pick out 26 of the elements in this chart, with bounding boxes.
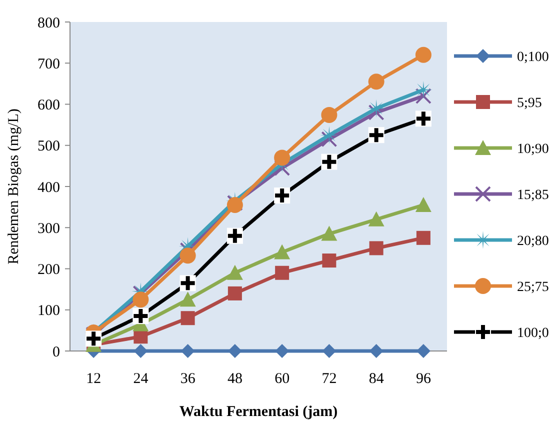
y-tick-label: 500 bbox=[38, 138, 60, 155]
legend-label: 15;85 bbox=[517, 188, 549, 203]
legend-label: 0;100 bbox=[517, 50, 549, 65]
legend-label: 25;75 bbox=[517, 280, 549, 295]
x-tick-label: 84 bbox=[368, 371, 384, 387]
x-tick-label: 48 bbox=[227, 371, 242, 387]
x-tick-label: 12 bbox=[86, 371, 102, 387]
legend-label: 20;80 bbox=[517, 234, 549, 249]
y-tick-label: 300 bbox=[38, 220, 60, 237]
y-tick-label: 700 bbox=[38, 56, 60, 72]
x-tick-label: 96 bbox=[416, 371, 432, 387]
legend-label: 100;0 bbox=[517, 326, 549, 341]
y-axis-title: Rendemen Biogas (mg/L) bbox=[6, 108, 22, 264]
y-tick-label: 200 bbox=[38, 262, 60, 278]
y-tick-label: 400 bbox=[38, 180, 60, 196]
x-axis-title: Waktu Fermentasi (jam) bbox=[179, 404, 338, 420]
y-tick-label: 800 bbox=[38, 15, 60, 32]
x-tick-label: 36 bbox=[180, 371, 196, 387]
y-tick-label: 100 bbox=[38, 303, 60, 320]
x-tick-label: 72 bbox=[322, 371, 337, 387]
x-tick-label: 24 bbox=[133, 371, 149, 387]
x-tick-label: 60 bbox=[274, 371, 290, 387]
y-tick-label: 0 bbox=[52, 344, 60, 360]
legend-label: 10;90 bbox=[517, 142, 549, 157]
y-tick-label: 600 bbox=[38, 98, 60, 114]
legend-label: 5;95 bbox=[517, 96, 542, 111]
